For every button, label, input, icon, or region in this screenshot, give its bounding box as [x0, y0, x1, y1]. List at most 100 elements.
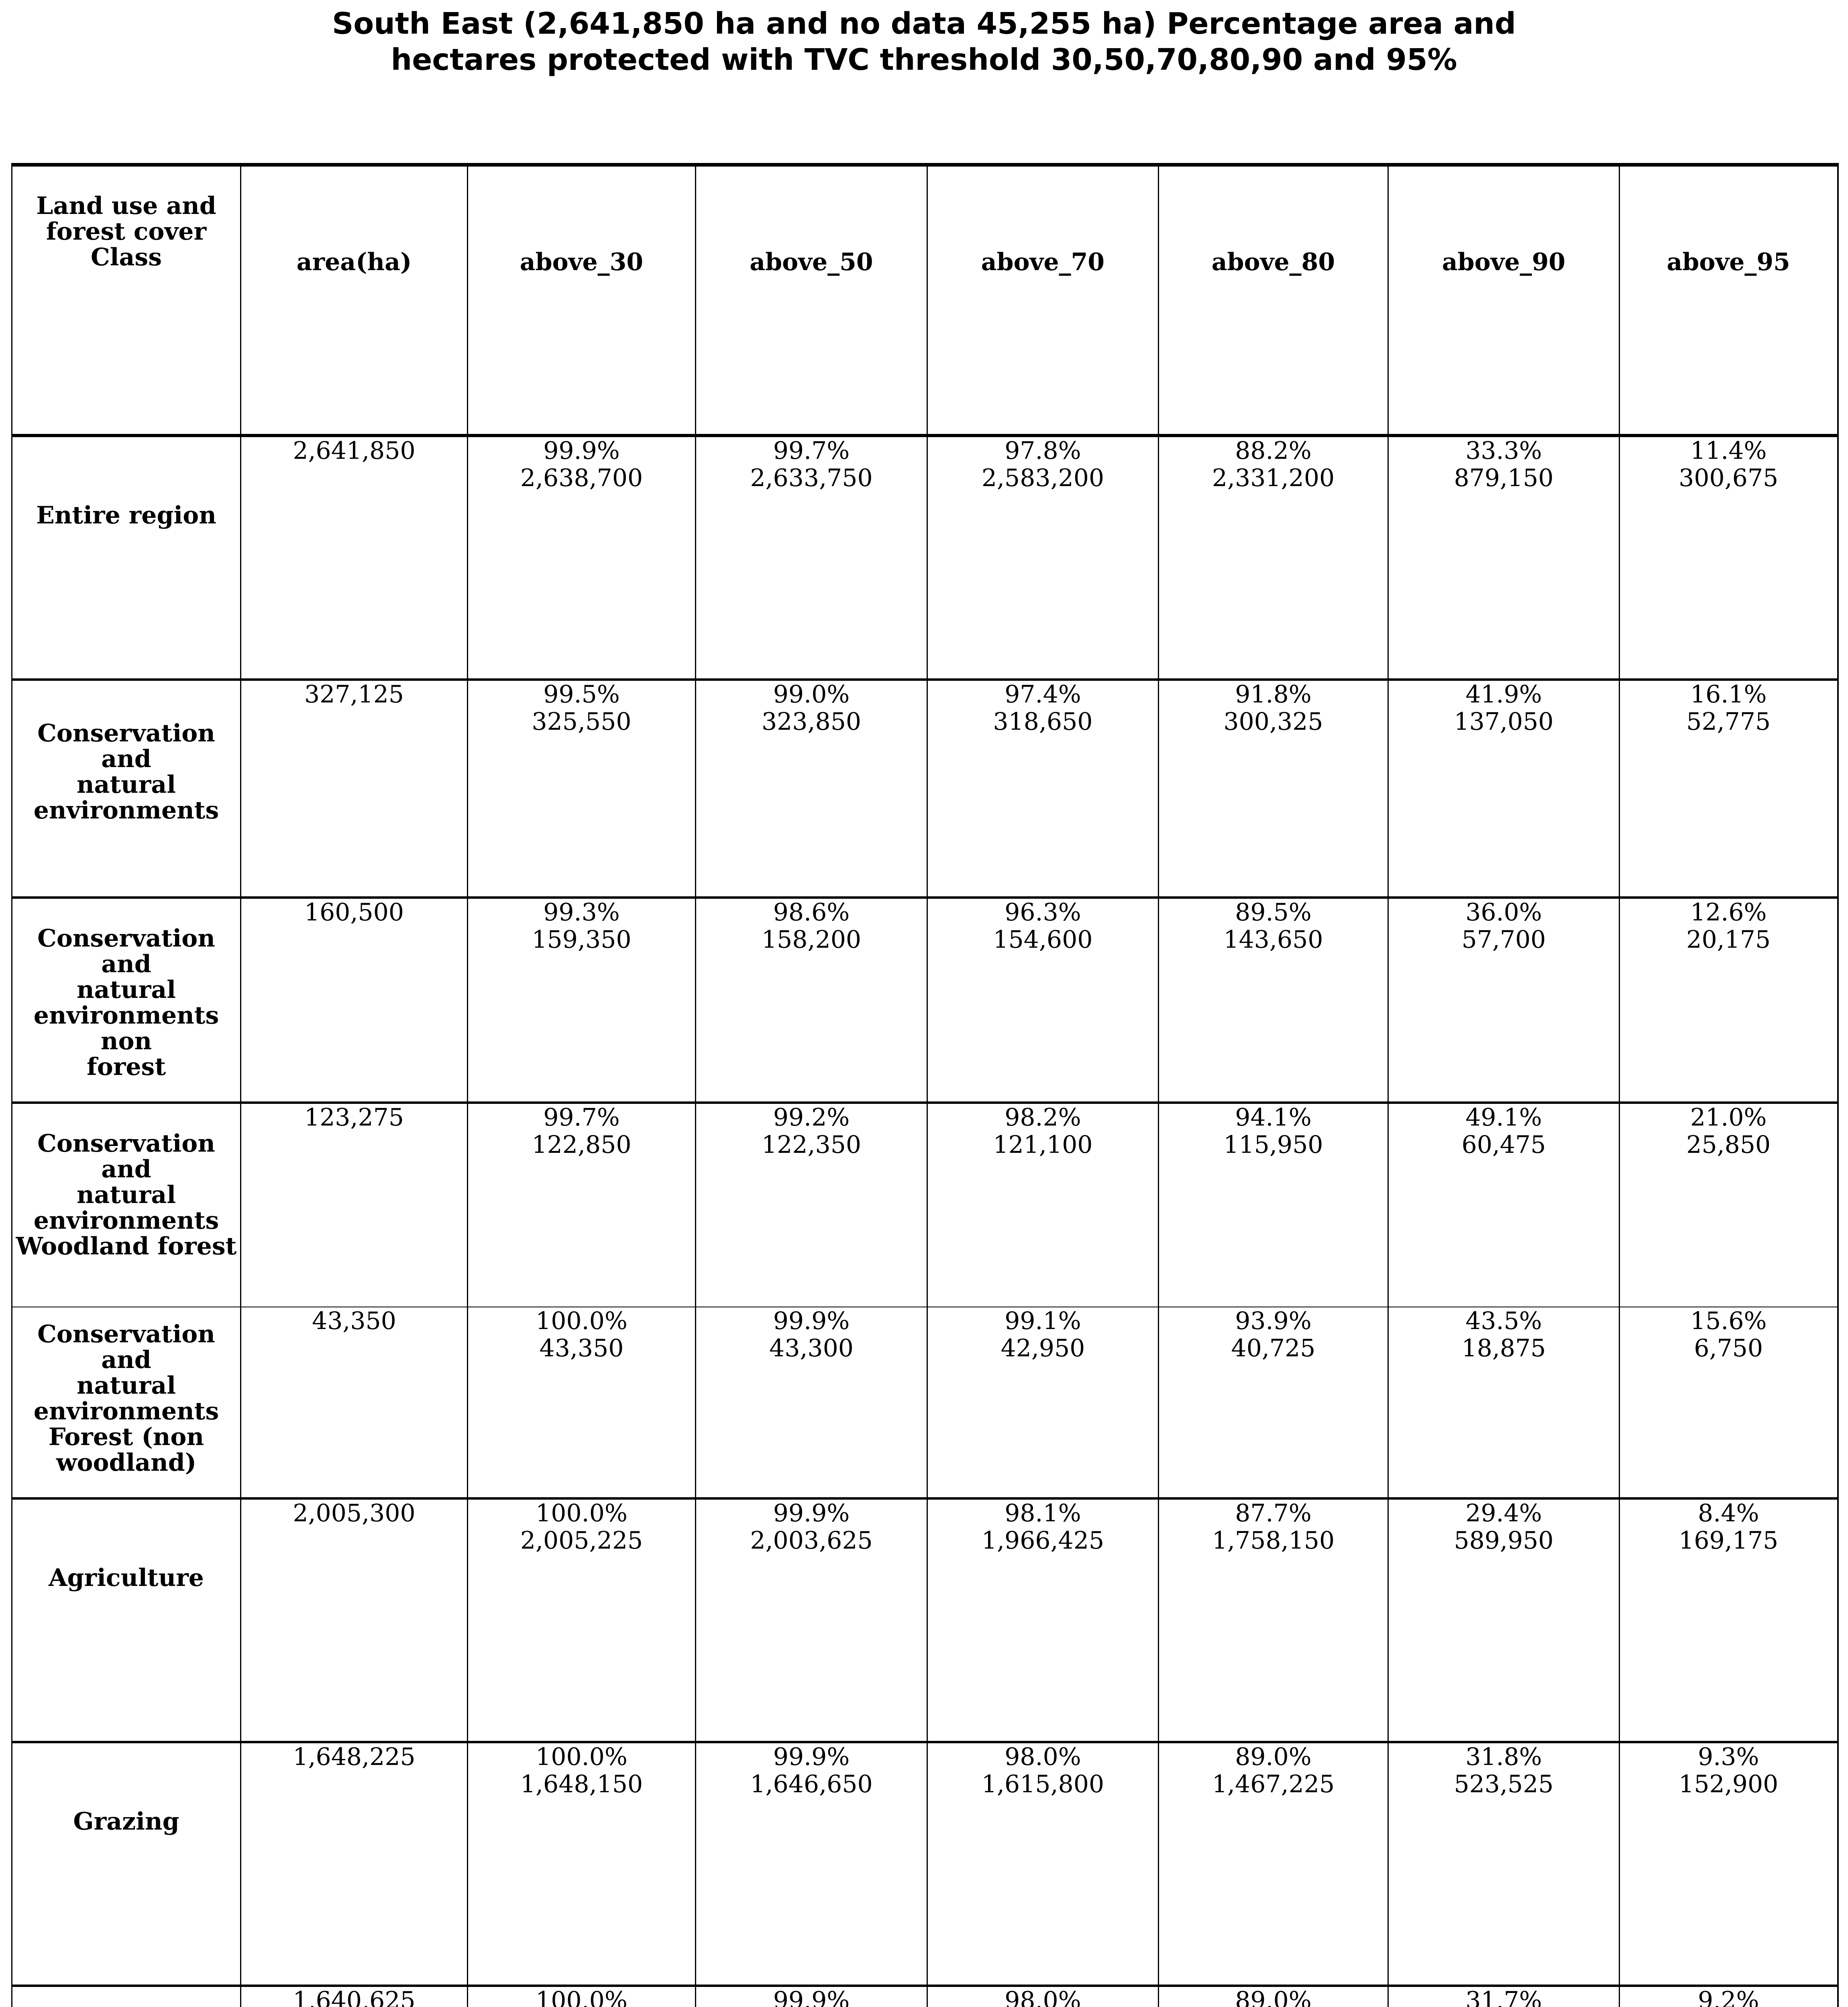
column-header: above_80 — [1158, 165, 1389, 437]
percent-value: 16.1% — [1690, 680, 1767, 708]
percent-value: 98.0% — [1004, 1743, 1081, 1771]
area-cell: 123,275 — [240, 1101, 468, 1307]
page-title-line-1: South East (2,641,850 ha and no data 45,… — [332, 6, 1516, 41]
percent-value: 33.3% — [1465, 437, 1542, 465]
percent-value: 98.6% — [773, 898, 850, 926]
hectares-value: 169,175 — [1679, 1527, 1779, 1555]
page-title-line-2: hectares protected with TVC threshold 30… — [391, 43, 1457, 77]
hectares-value: 300,325 — [1223, 708, 1323, 736]
percent-value: 94.1% — [1235, 1103, 1312, 1132]
hectares-value: 158,200 — [761, 926, 862, 954]
value-cell: 99.9% 1,646,650 — [695, 1741, 928, 1986]
value-cell: 99.1% 42,950 — [927, 1307, 1159, 1498]
percent-value: 99.2% — [773, 1103, 850, 1132]
header-row: Land use and forest cover Class area(ha) a… — [11, 165, 1838, 437]
value-cell: 98.0% 1,615,800 — [927, 1741, 1159, 1986]
value-cell: 11.4% 300,675 — [1619, 434, 1838, 680]
percent-value: 31.8% — [1465, 1743, 1542, 1771]
class-cell: Agriculture — [11, 1497, 241, 1742]
percent-value: 98.0% — [1004, 1987, 1081, 2007]
hectares-value: 52,775 — [1686, 708, 1771, 736]
hectares-value: 589,950 — [1454, 1527, 1554, 1555]
tvc-threshold-table: Land use and forest cover Class area(ha) a… — [11, 163, 1839, 2007]
hectares-value: 1,758,150 — [1212, 1527, 1335, 1555]
hectares-value: 2,638,700 — [520, 464, 643, 492]
value-cell: 89.5% 143,650 — [1158, 896, 1389, 1103]
table-row: Conservation and natural environments Wo… — [11, 1101, 1838, 1307]
value-cell: 97.8% 2,583,200 — [927, 434, 1159, 680]
percent-value: 88.2% — [1235, 437, 1312, 465]
percent-value: 9.2% — [1698, 1987, 1759, 2007]
percent-value: 99.7% — [773, 437, 850, 465]
table-row: Conservation and natural environments Fo… — [11, 1307, 1838, 1498]
value-cell: 99.9% 2,003,625 — [695, 1497, 928, 1742]
class-cell: Conservation and natural environments — [11, 678, 241, 898]
percent-value: 11.4% — [1690, 437, 1767, 465]
value-cell: 8.4% 169,175 — [1619, 1497, 1838, 1742]
column-header: area(ha) — [240, 165, 468, 437]
value-cell: 100.0%1,640,550 — [467, 1985, 696, 2007]
class-cell: Conservation and natural environments no… — [11, 896, 241, 1103]
percent-value: 9.3% — [1698, 1743, 1759, 1771]
percent-value: 97.4% — [1004, 680, 1081, 708]
hectares-value: 152,900 — [1679, 1770, 1779, 1798]
hectares-value: 1,966,425 — [981, 1527, 1104, 1555]
class-label: Conservation and natural environments — [33, 719, 219, 824]
hectares-value: 2,633,750 — [750, 464, 873, 492]
percent-value: 99.1% — [1004, 1307, 1081, 1335]
table-row: Grazing non forest1,640,625100.0%1,640,5… — [11, 1985, 1838, 2007]
percent-value: 99.5% — [543, 680, 620, 708]
class-cell: Grazing — [11, 1741, 241, 1986]
value-cell: 96.3% 154,600 — [927, 896, 1159, 1103]
value-cell: 31.8% 523,525 — [1388, 1741, 1620, 1986]
value-cell: 100.0% 2,005,225 — [467, 1497, 696, 1742]
class-label: Entire region — [36, 501, 216, 529]
class-label: Agriculture — [49, 1564, 204, 1592]
hectares-value: 18,875 — [1461, 1334, 1546, 1362]
class-label: Conservation and natural environments no… — [33, 924, 219, 1081]
percent-value: 29.4% — [1465, 1499, 1542, 1527]
hectares-value: 122,350 — [761, 1131, 862, 1159]
percent-value: 91.8% — [1235, 680, 1312, 708]
hectares-value: 2,005,225 — [520, 1527, 643, 1555]
class-label: Grazing — [73, 1808, 179, 1836]
hectares-value: 137,050 — [1454, 708, 1554, 736]
percent-value: 99.9% — [773, 1987, 850, 2007]
hectares-value: 40,725 — [1231, 1334, 1316, 1362]
page-title: South East (2,641,850 ha and no data 45,… — [0, 6, 1848, 78]
percent-value: 97.8% — [1004, 437, 1081, 465]
value-cell: 41.9% 137,050 — [1388, 678, 1620, 898]
column-header: above_95 — [1619, 165, 1838, 437]
percent-value: 100.0% — [536, 1307, 628, 1335]
area-cell: 160,500 — [240, 896, 468, 1103]
table-row: Grazing 1,648,225 100.0% 1,648,150 99.9% 1,64… — [11, 1741, 1838, 1986]
hectares-value: 2,003,625 — [750, 1527, 873, 1555]
value-cell: 100.0% 43,350 — [467, 1307, 696, 1498]
value-cell: 99.9% 2,638,700 — [467, 434, 696, 680]
percent-value: 93.9% — [1235, 1307, 1312, 1335]
percent-value: 89.0% — [1235, 1743, 1312, 1771]
percent-value: 12.6% — [1690, 898, 1767, 926]
value-cell: 29.4% 589,950 — [1388, 1497, 1620, 1742]
value-cell: 99.7% 122,850 — [467, 1101, 696, 1307]
table-row: Conservation and natural environments 327… — [11, 678, 1838, 898]
column-header: above_50 — [695, 165, 928, 437]
hectares-value: 1,467,225 — [1212, 1770, 1335, 1798]
percent-value: 89.5% — [1235, 898, 1312, 926]
area-cell: 327,125 — [240, 678, 468, 898]
class-cell: Grazing non forest — [11, 1985, 241, 2007]
percent-value: 99.9% — [773, 1743, 850, 1771]
hectares-value: 2,583,200 — [981, 464, 1104, 492]
column-header: above_90 — [1388, 165, 1620, 437]
value-cell: 9.3% 152,900 — [1619, 1741, 1838, 1986]
value-cell: 99.3% 159,350 — [467, 896, 696, 1103]
hectares-value: 300,675 — [1679, 464, 1779, 492]
percent-value: 8.4% — [1698, 1499, 1759, 1527]
value-cell: 98.6% 158,200 — [695, 896, 928, 1103]
percent-value: 36.0% — [1465, 898, 1542, 926]
class-cell: Conservation and natural environments Wo… — [11, 1101, 241, 1307]
percent-value: 99.0% — [773, 680, 850, 708]
percent-value: 89.0% — [1235, 1987, 1312, 2007]
value-cell: 98.2% 121,100 — [927, 1101, 1159, 1307]
hectares-value: 57,700 — [1461, 926, 1546, 954]
